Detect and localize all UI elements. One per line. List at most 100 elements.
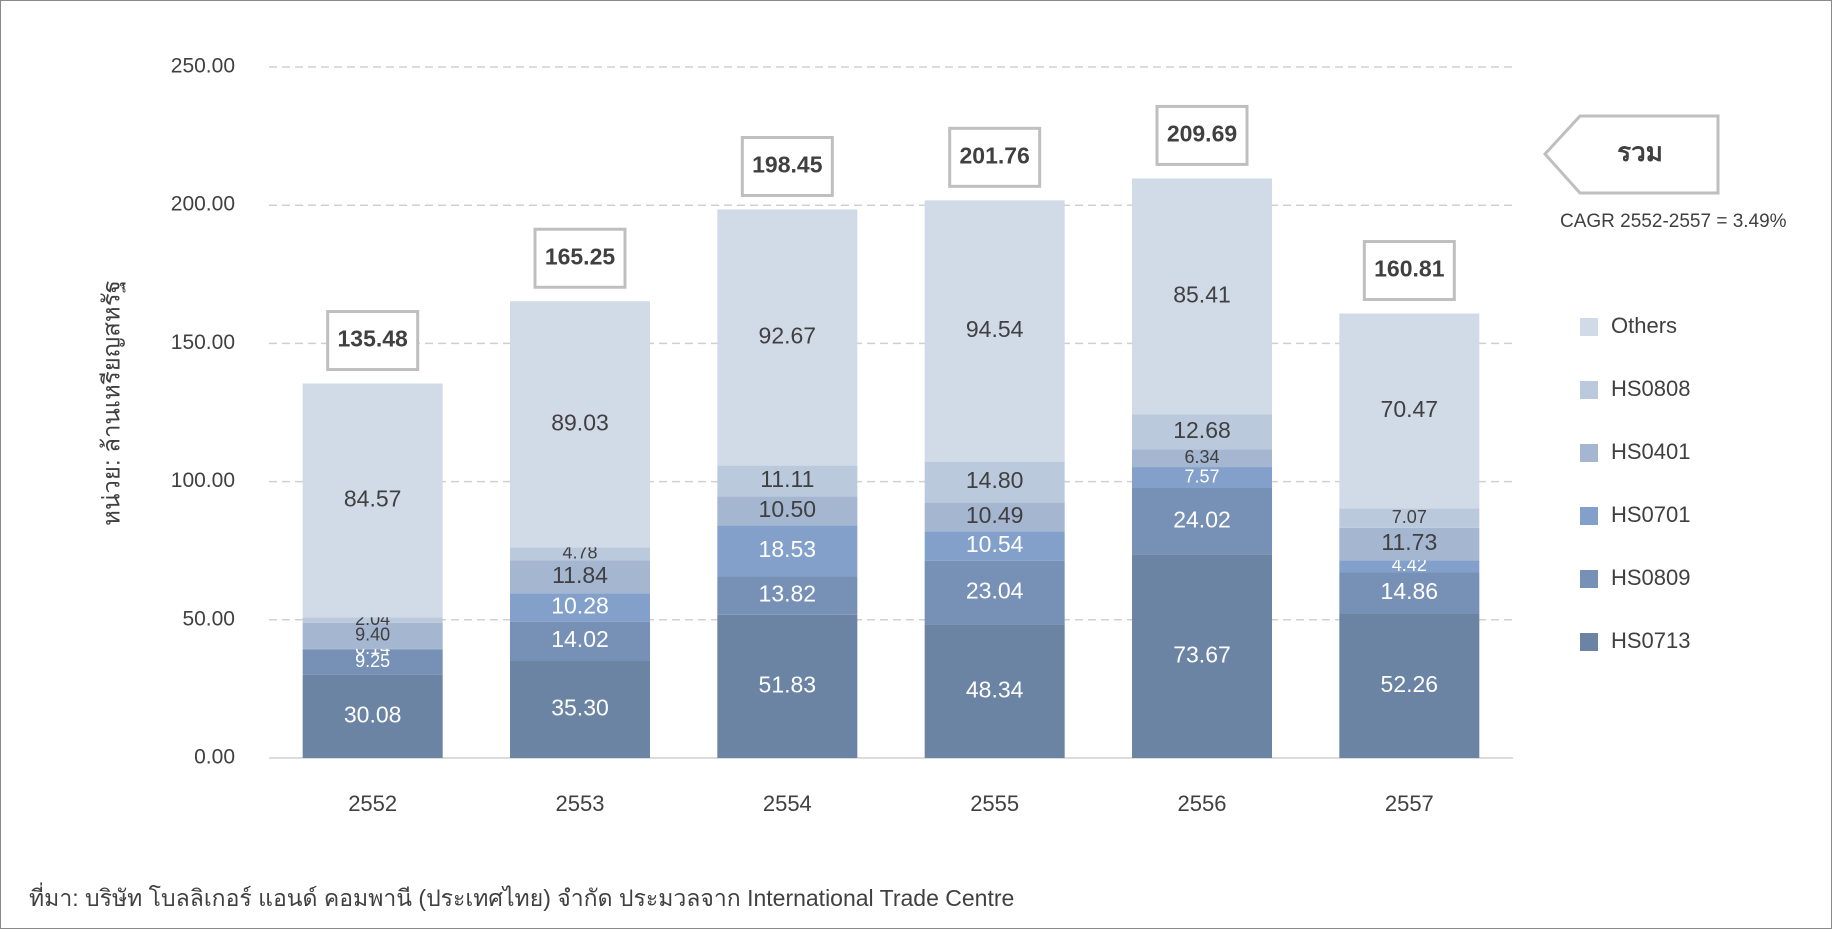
bar-segment	[510, 593, 650, 622]
bar-segment	[1132, 554, 1272, 758]
bar-segment	[302, 617, 443, 623]
total-label: 165.25	[545, 243, 616, 269]
bar-segment	[717, 525, 858, 577]
data-label: 18.53	[759, 536, 817, 562]
data-label: 23.04	[966, 578, 1024, 604]
bar-segment	[717, 209, 858, 466]
bar-segment	[1132, 449, 1272, 468]
total-label: 160.81	[1374, 256, 1445, 282]
bar-segment	[717, 576, 858, 615]
bar-segment	[924, 461, 1065, 503]
y-tick-label: 250.00	[171, 55, 235, 78]
data-label: 52.26	[1381, 671, 1439, 697]
bar-segment	[510, 660, 650, 758]
data-label: 9.25	[355, 651, 390, 671]
legend-label: HS0701	[1611, 502, 1691, 527]
callout-text: รวม	[1617, 137, 1663, 167]
data-label: 10.54	[966, 531, 1024, 557]
source-note: ที่มา: บริษัท โบลลิเกอร์ แอนด์ คอมพานี (…	[29, 882, 1014, 911]
data-label: 4.78	[562, 543, 597, 563]
data-label: 12.68	[1173, 417, 1231, 443]
data-label: 11.73	[1381, 529, 1437, 555]
bar-segment	[1339, 508, 1480, 528]
data-label: 24.02	[1173, 506, 1231, 532]
legend-label: Others	[1611, 313, 1677, 338]
bar-segment	[302, 622, 443, 649]
data-label: 13.82	[759, 581, 817, 607]
total-box	[948, 126, 1042, 188]
legend-label: HS0713	[1611, 628, 1691, 653]
total-label: 201.76	[959, 142, 1029, 168]
bar-segment	[924, 502, 1065, 532]
bar-segment	[1132, 467, 1272, 488]
data-label: 84.57	[344, 485, 402, 511]
data-label: 14.80	[966, 467, 1024, 493]
bar-segment	[717, 496, 858, 526]
total-box	[533, 227, 627, 289]
total-box	[1362, 240, 1456, 302]
data-label: 11.11	[760, 466, 814, 492]
data-label: 6.34	[1184, 447, 1219, 467]
data-label: 10.49	[966, 502, 1024, 528]
x-tick-label: 2555	[970, 791, 1019, 816]
y-tick-label: 200.00	[171, 193, 235, 216]
bar-segment	[510, 621, 650, 661]
bar-segment	[924, 531, 1065, 561]
callout-box	[1542, 114, 1720, 195]
bar-segment	[1339, 613, 1480, 758]
data-label: 30.08	[344, 702, 402, 728]
legend-label: HS0808	[1611, 376, 1691, 401]
data-label: 85.41	[1173, 282, 1231, 308]
legend-swatch	[1580, 570, 1598, 588]
bar-segment	[1339, 560, 1480, 573]
legend-label: HS0401	[1611, 439, 1691, 464]
bar-segment	[717, 465, 858, 497]
data-label: 94.54	[966, 316, 1024, 342]
data-label: 14.86	[1381, 578, 1439, 604]
data-label: 11.84	[552, 562, 608, 588]
data-label: 14.02	[551, 626, 609, 652]
y-axis-label: หน่วย: ล้านเหรียญสหรัฐ	[98, 280, 125, 526]
bar-segment	[1132, 414, 1272, 450]
data-label: 92.67	[759, 323, 817, 349]
total-label: 209.69	[1167, 120, 1237, 146]
bar-segment	[302, 649, 443, 675]
bar-segment	[1132, 487, 1272, 555]
bar-segment	[924, 624, 1065, 758]
bar-segment	[1132, 178, 1272, 415]
bar-segment	[1339, 313, 1480, 509]
legend-swatch	[1580, 507, 1598, 525]
bar-segment	[717, 614, 858, 758]
y-tick-label: 150.00	[171, 331, 235, 354]
data-label: 48.34	[966, 676, 1024, 702]
data-label: 73.67	[1173, 641, 1231, 667]
y-tick-label: 100.00	[171, 469, 235, 492]
total-box	[326, 310, 420, 372]
data-label: 7.07	[1392, 507, 1427, 527]
y-tick-label: 50.00	[182, 607, 235, 630]
data-label: 70.47	[1381, 396, 1439, 422]
x-tick-label: 2553	[556, 791, 605, 816]
legend-swatch	[1580, 318, 1598, 336]
total-label: 198.45	[752, 152, 823, 178]
total-label: 135.48	[337, 326, 408, 352]
data-label: 9.40	[355, 625, 390, 645]
data-label: 10.28	[551, 593, 609, 619]
legend-swatch	[1580, 444, 1598, 462]
legend-swatch	[1580, 381, 1598, 399]
x-tick-label: 2554	[763, 791, 812, 816]
legend-swatch	[1580, 633, 1598, 651]
bar-segment	[1339, 527, 1480, 561]
bar-segment	[302, 674, 443, 758]
data-label: 10.50	[759, 496, 817, 522]
total-box	[740, 135, 834, 197]
x-tick-label: 2556	[1178, 791, 1227, 816]
data-label: 7.57	[1184, 466, 1219, 486]
y-tick-label: 0.00	[194, 746, 235, 769]
bar-segment	[924, 560, 1065, 625]
data-label: 35.30	[551, 694, 609, 720]
x-tick-label: 2557	[1385, 791, 1434, 816]
bar-segment	[1339, 572, 1480, 614]
legend-label: HS0809	[1611, 565, 1691, 590]
